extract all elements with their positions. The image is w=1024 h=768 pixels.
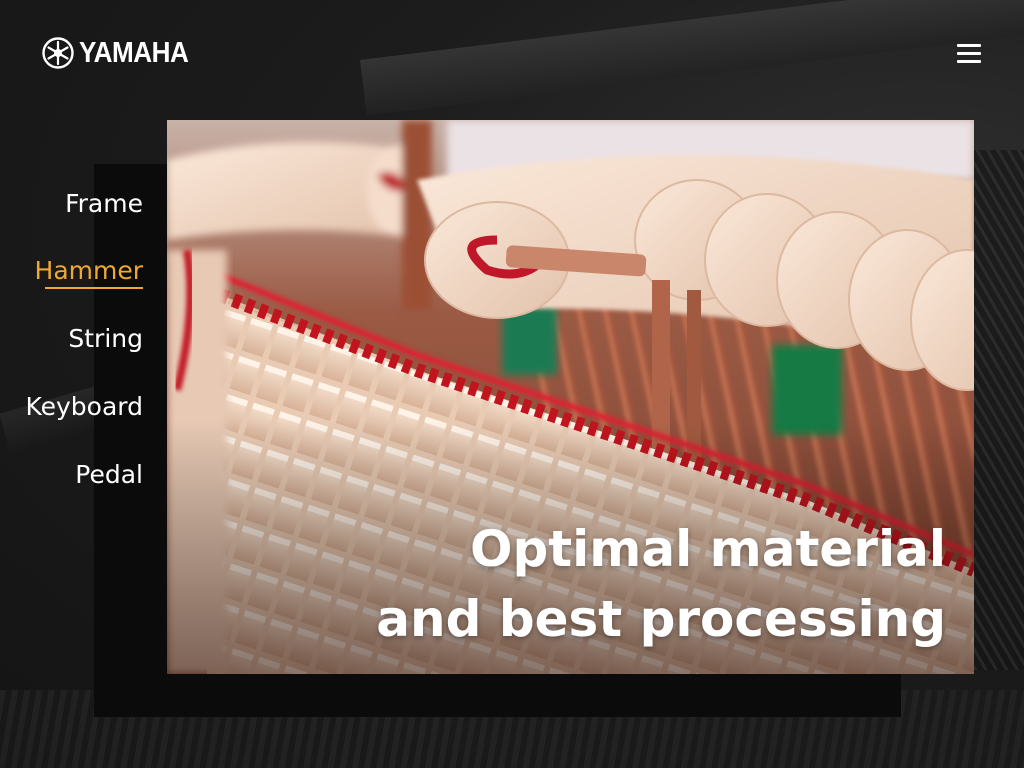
hamburger-menu-icon[interactable] [956, 42, 984, 66]
nav-item-keyboard[interactable]: Keyboard [25, 392, 143, 421]
nav-item-hammer[interactable]: Hammer [35, 251, 144, 291]
brand-name: YAMAHA [79, 37, 189, 69]
hero-caption: Optimal material and best processing [376, 514, 946, 654]
nav-item-frame[interactable]: Frame [65, 189, 143, 218]
nav-item-string[interactable]: String [68, 324, 143, 353]
tuning-fork-logo-icon [42, 37, 74, 69]
hero-image: Optimal material and best processing [167, 120, 974, 674]
piano-hammers-photo [167, 120, 974, 674]
nav-item-pedal[interactable]: Pedal [75, 460, 143, 489]
hero-caption-line1: Optimal material [469, 520, 946, 578]
hero-caption-line2: and best processing [376, 590, 946, 648]
yamaha-logo[interactable]: YAMAHA [42, 35, 201, 71]
